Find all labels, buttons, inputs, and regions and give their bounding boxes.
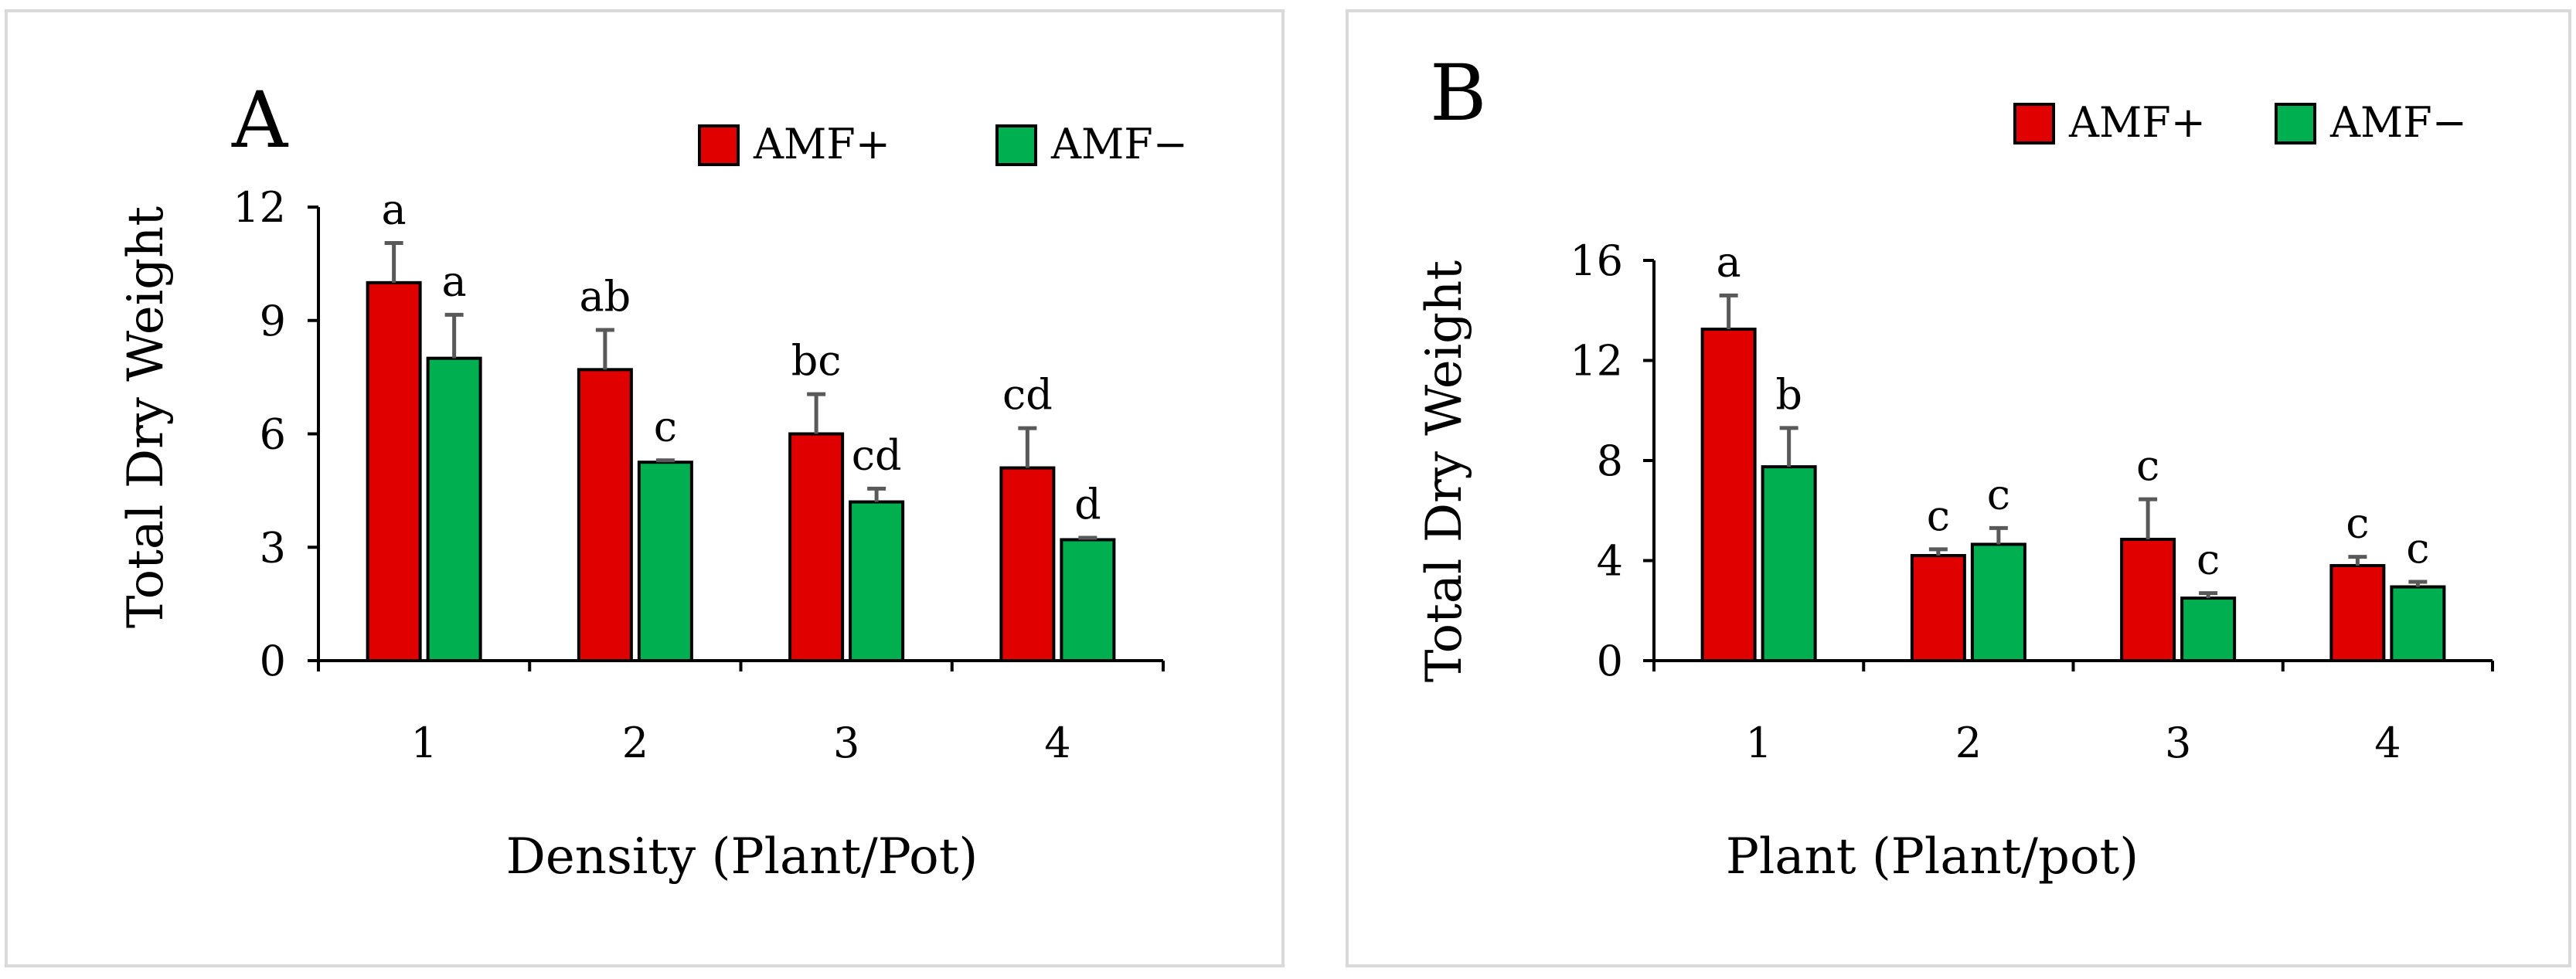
panel-a-bar-amf-minus <box>1060 538 1116 663</box>
panel-b-legend-swatch-amf-plus <box>2013 103 2055 144</box>
panel-a-letter: A <box>231 75 289 165</box>
panel-a-significance-letter: ab <box>579 272 631 321</box>
panel-b-legend-swatch-amf-minus <box>2275 103 2316 144</box>
panel-a-y-tick-label: 3 <box>260 523 286 572</box>
panel-b-bar-amf-plus <box>2120 537 2176 663</box>
panel-b-x-axis-label: Plant (Plant/pot) <box>1726 828 2139 886</box>
panel-b-bar-amf-plus <box>1910 554 1966 663</box>
panel-a-y-tick-label: 0 <box>260 637 286 685</box>
panel-b-letter: B <box>1430 48 1487 138</box>
panel-a-bar-amf-minus <box>637 461 693 662</box>
panel-a-y-tick-label: 12 <box>233 183 286 232</box>
panel-a-x-axis-label: Density (Plant/Pot) <box>506 828 978 886</box>
panel-a-significance-letter: d <box>1074 480 1101 529</box>
panel-b-significance-letter: c <box>2136 441 2159 490</box>
panel-a-significance-letter: bc <box>791 336 842 385</box>
panel-b-y-tick-label: 12 <box>1570 337 1623 386</box>
panel-b: B Plant (Plant/pot) Total Dry Weight 0 4 8… <box>1346 9 2571 967</box>
panel-b-bar-amf-minus <box>1970 542 2026 662</box>
panel-b-bar-amf-minus <box>2180 597 2237 662</box>
panel-b-x-tick-label: 3 <box>2165 719 2191 767</box>
panel-b-bar-amf-minus <box>2390 585 2446 663</box>
panel-a-significance-letter: c <box>654 403 677 451</box>
panel-b-significance-letter: c <box>2197 535 2220 584</box>
panel-a-bar-amf-plus <box>999 466 1056 663</box>
panel-b-y-tick-label: 16 <box>1570 236 1623 285</box>
panel-b-significance-letter: c <box>1927 491 1950 540</box>
panel-b-legend-label-amf-minus: AMF− <box>2329 98 2467 147</box>
panel-b-legend-label-amf-plus: AMF+ <box>2068 98 2206 147</box>
panel-b-frame <box>1346 9 2571 967</box>
panel-b-significance-letter: a <box>1717 237 1741 286</box>
panel-b-significance-letter: c <box>2346 499 2369 548</box>
panel-a-y-tick-label: 6 <box>260 410 286 459</box>
panel-b-y-tick-label: 0 <box>1597 637 1623 685</box>
panel-a-significance-letter: cd <box>1002 370 1053 419</box>
panel-b-y-tick-label: 8 <box>1597 437 1623 485</box>
panel-a-x-tick-label: 4 <box>1044 719 1070 767</box>
panel-b-x-tick-label: 1 <box>1745 719 1771 767</box>
panel-b-y-tick-label: 4 <box>1597 537 1623 586</box>
panel-a-x-tick-label: 2 <box>622 719 648 767</box>
panel-b-significance-letter: c <box>1987 470 2010 518</box>
panel-b-significance-letter: b <box>1775 370 1802 419</box>
panel-a-x-tick-label: 3 <box>833 719 859 767</box>
panel-b-x-tick-label: 4 <box>2374 719 2401 767</box>
panel-a-legend-label-amf-plus: AMF+ <box>753 120 890 168</box>
panel-a-legend-label-amf-minus: AMF− <box>1050 120 1188 168</box>
panel-a-bar-amf-minus <box>426 356 482 662</box>
panel-b-bar-amf-plus <box>1700 328 1757 662</box>
panel-b-bar-amf-minus <box>1761 465 1817 662</box>
panel-a-x-tick-label: 1 <box>410 719 437 767</box>
panel-a-legend-swatch-amf-minus <box>995 124 1037 166</box>
panel-a-y-axis-label: Total Dry Weight <box>117 206 175 628</box>
panel-b-bar-amf-plus <box>2329 563 2386 662</box>
panel-b-x-tick-label: 2 <box>1955 719 1982 767</box>
panel-a-bar-amf-plus <box>788 432 845 662</box>
panel-a-bar-amf-minus <box>849 500 905 662</box>
panel-a-y-tick-label: 9 <box>260 297 286 345</box>
panel-a-significance-letter: a <box>382 185 407 233</box>
panel-a-bar-amf-plus <box>577 368 633 662</box>
panel-a: A Density (Plant/Pot) Total Dry Weight 0… <box>5 9 1285 967</box>
panel-a-legend-swatch-amf-plus <box>698 124 740 166</box>
panel-a-significance-letter: a <box>442 257 467 305</box>
panel-a-significance-letter: cd <box>852 430 902 479</box>
panel-b-significance-letter: c <box>2406 524 2429 573</box>
panel-a-bar-amf-plus <box>366 280 422 662</box>
panel-b-y-axis-label: Total Dry Weight <box>1416 260 1473 682</box>
